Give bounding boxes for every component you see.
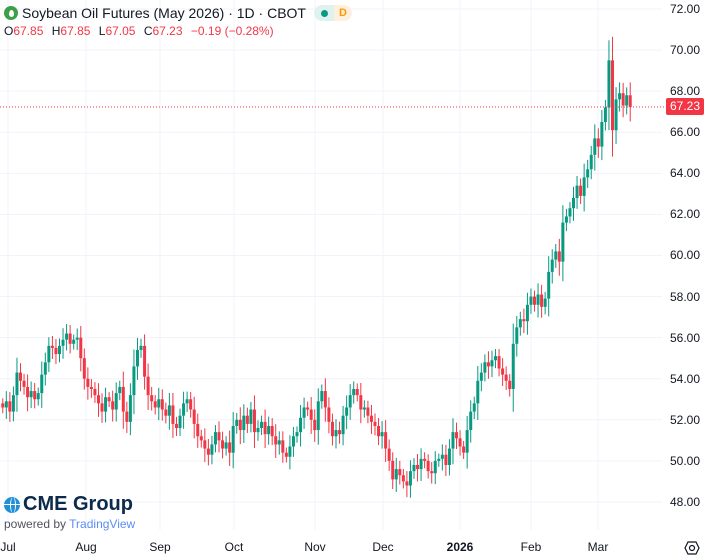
time-tick: Jul [0,540,16,554]
price-tick: 68.00 [670,84,701,99]
cme-tradingview-logo[interactable]: CME Group powered by TradingView [4,493,135,531]
price-tick: 66.00 [670,125,701,140]
price-tick: 56.00 [670,330,701,345]
price-tick: 70.00 [670,43,701,58]
time-tick: 2026 [446,540,474,554]
change-value: −0.19 (−0.28%) [190,24,274,38]
market-open-status-icon[interactable] [314,5,334,21]
price-tick: 72.00 [670,2,701,16]
time-tick: Feb [520,540,542,554]
time-tick: Oct [224,540,244,554]
cme-group-text: CME Group [23,493,133,515]
chart-legend: Soybean Oil Futures (May 2026) · 1D · CB… [4,4,352,38]
price-tick: 50.00 [670,453,701,468]
ohlc-values: O67.85 H67.85 L67.05 C67.23 −0.19 (−0.28… [4,24,352,38]
time-tick: Aug [75,540,97,554]
powered-by-text: powered by [4,517,67,531]
time-tick: Mar [587,540,609,554]
price-tick: 52.00 [670,412,701,427]
price-tick: 58.00 [670,289,701,304]
price-tick: 48.00 [670,494,701,509]
open-value: 67.85 [13,24,44,38]
low-value: 67.05 [105,24,136,38]
globe-icon [4,496,20,513]
high-value: 67.85 [60,24,91,38]
price-tick: 62.00 [670,207,701,222]
soybean-oil-symbol-icon [4,6,18,20]
settings-gear-icon[interactable] [684,540,700,556]
high-label: H [51,24,61,38]
time-tick: Dec [372,540,394,554]
open-label: O [4,24,14,38]
low-label: L [98,24,106,38]
delayed-data-badge[interactable]: D [334,5,352,21]
last-price-label: 67.23 [666,98,704,115]
status-badges[interactable]: D [314,5,352,21]
close-label: C [143,24,153,38]
time-tick: Sep [149,540,171,554]
chart-title: Soybean Oil Futures (May 2026) · 1D · CB… [22,5,306,21]
close-value: 67.23 [152,24,183,38]
time-tick: Nov [304,540,326,554]
price-tick: 54.00 [670,371,701,386]
tradingview-link[interactable]: TradingView [69,517,136,531]
price-tick: 60.00 [670,248,701,263]
price-tick: 64.00 [670,166,701,181]
